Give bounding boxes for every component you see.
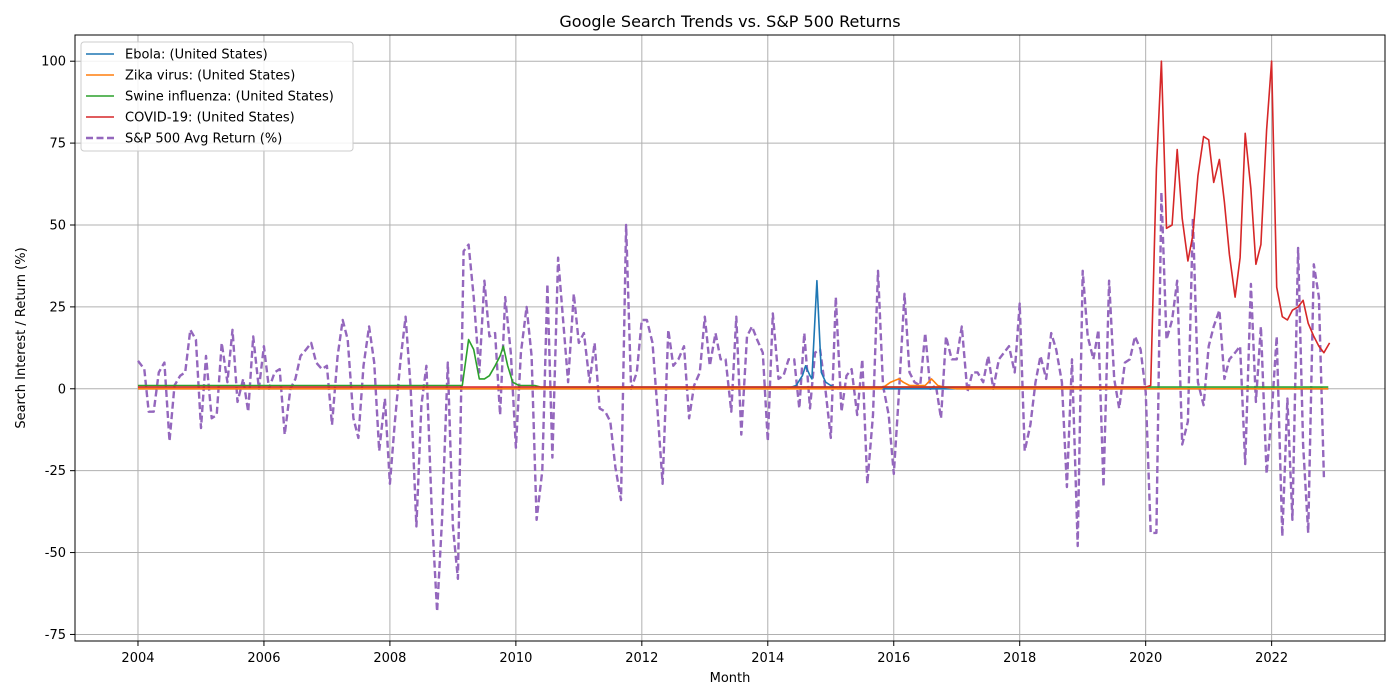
legend-label: Zika virus: (United States) <box>125 69 295 84</box>
x-tick-label: 2022 <box>1255 651 1288 666</box>
y-tick-label: -25 <box>45 464 66 479</box>
y-tick-label: 0 <box>58 382 66 397</box>
x-tick-label: 2004 <box>121 651 154 666</box>
x-tick-label: 2014 <box>751 651 784 666</box>
legend: Ebola: (United States) Zika virus: (Unite… <box>80 41 354 152</box>
y-tick-label: 25 <box>49 300 66 315</box>
y-axis-title: Search Interest / Return (%) <box>14 247 29 428</box>
x-axis-title: Month <box>710 671 751 686</box>
x-tick-label: 2012 <box>625 651 658 666</box>
y-tick-label: 100 <box>41 55 66 70</box>
y-tick-label: 75 <box>49 137 66 152</box>
series-line <box>138 338 1329 388</box>
y-tick-label: -50 <box>45 546 66 561</box>
legend-label: Swine influenza: (United States) <box>125 90 334 105</box>
x-tick-label: 2006 <box>247 651 280 666</box>
x-tick-label: 2020 <box>1129 651 1162 666</box>
legend-label: COVID-19: (United States) <box>125 111 295 126</box>
y-tick-label: -75 <box>45 628 66 643</box>
legend-label: S&P 500 Avg Return (%) <box>125 132 282 147</box>
plot-frame <box>74 34 1386 642</box>
x-tick-label: 2010 <box>499 651 532 666</box>
chart-title: Google Search Trends vs. S&P 500 Returns <box>559 12 900 31</box>
series-line <box>137 191 1326 613</box>
x-tick-label: 2008 <box>373 651 406 666</box>
series-lines <box>137 60 1331 613</box>
x-tick-label: 2018 <box>1003 651 1036 666</box>
y-tick-label: 50 <box>49 218 66 233</box>
series-line <box>138 279 1329 390</box>
legend-box <box>80 41 354 152</box>
axis-ticks: 2004 2006 2008 2010 2012 2014 2016 2018 2020 2022… <box>41 55 1288 666</box>
x-tick-label: 2016 <box>877 651 910 666</box>
legend-label: Ebola: (United States) <box>125 48 268 63</box>
series-line <box>138 60 1331 388</box>
